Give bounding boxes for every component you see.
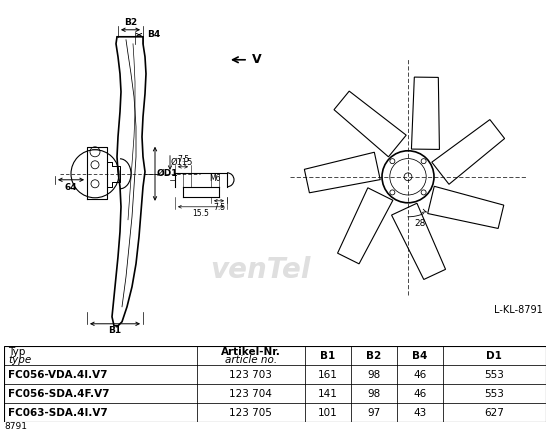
Text: B1: B1 <box>320 351 336 361</box>
Text: B1: B1 <box>108 326 122 335</box>
Text: article no.: article no. <box>224 355 277 365</box>
Text: venTel: venTel <box>210 256 310 284</box>
Text: D1: D1 <box>486 351 502 361</box>
Text: FC063-SDA.4I.V7: FC063-SDA.4I.V7 <box>8 408 108 418</box>
Text: Typ: Typ <box>8 347 25 357</box>
Text: 28: 28 <box>415 219 426 228</box>
Text: FC056-VDA.4I.V7: FC056-VDA.4I.V7 <box>8 370 108 380</box>
Text: B2: B2 <box>124 18 137 27</box>
Text: 101: 101 <box>318 408 338 418</box>
Text: B2: B2 <box>366 351 381 361</box>
Text: L-KL-8791: L-KL-8791 <box>494 305 543 315</box>
Text: 98: 98 <box>367 370 381 380</box>
Text: 97: 97 <box>367 408 381 418</box>
Text: 46: 46 <box>413 370 426 380</box>
Text: Ø115: Ø115 <box>171 158 194 167</box>
Text: 141: 141 <box>318 389 338 399</box>
Text: ØD1: ØD1 <box>157 169 179 178</box>
Text: 553: 553 <box>484 370 504 380</box>
Text: 64: 64 <box>65 183 78 192</box>
Text: M6: M6 <box>209 174 221 183</box>
Text: B4: B4 <box>147 30 160 39</box>
Text: 46: 46 <box>413 389 426 399</box>
Text: 553: 553 <box>484 389 504 399</box>
Text: 8791: 8791 <box>4 422 28 431</box>
Text: FC056-SDA.4F.V7: FC056-SDA.4F.V7 <box>8 389 109 399</box>
Text: 15.5: 15.5 <box>192 209 210 218</box>
Text: 161: 161 <box>318 370 338 380</box>
Text: Artikel-Nr.: Artikel-Nr. <box>221 347 280 357</box>
Text: 123 703: 123 703 <box>229 370 272 380</box>
Text: V: V <box>252 53 262 66</box>
Text: type: type <box>8 355 31 365</box>
Text: 43: 43 <box>413 408 426 418</box>
Text: B4: B4 <box>412 351 427 361</box>
Text: 627: 627 <box>484 408 504 418</box>
Text: 98: 98 <box>367 389 381 399</box>
Text: 7.5: 7.5 <box>213 203 225 212</box>
Text: 123 704: 123 704 <box>229 389 272 399</box>
Text: 7.5: 7.5 <box>177 155 189 164</box>
Text: 123 705: 123 705 <box>229 408 272 418</box>
